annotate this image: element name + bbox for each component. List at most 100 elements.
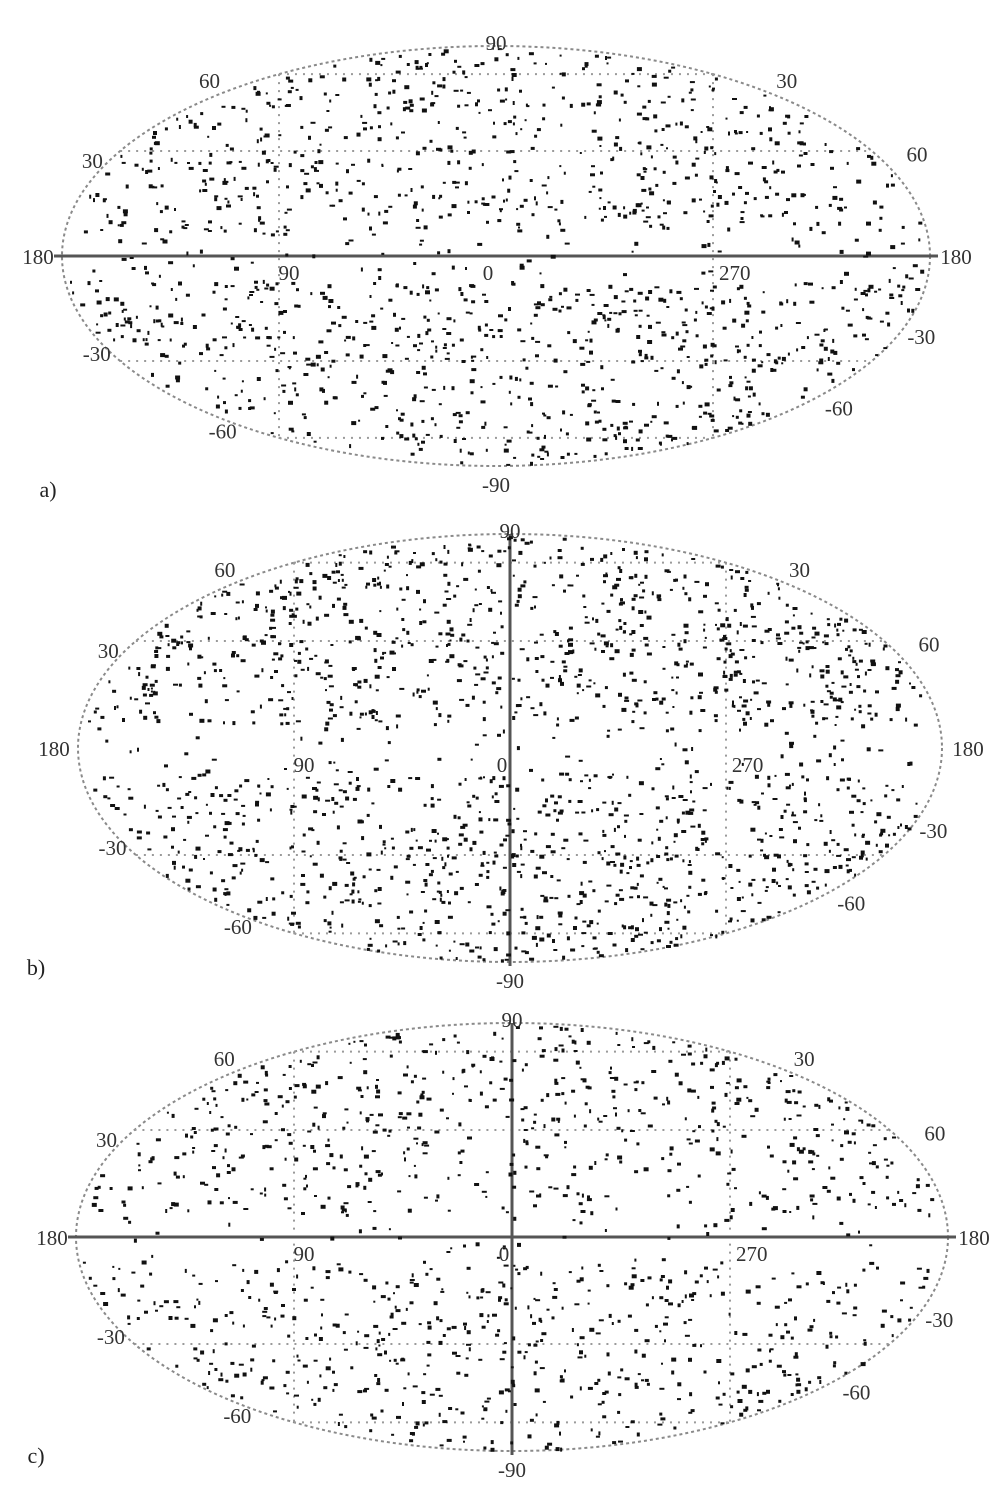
data-point — [600, 557, 604, 562]
data-point — [184, 752, 189, 756]
data-point — [322, 573, 328, 578]
data-point — [380, 656, 384, 660]
data-point — [226, 891, 231, 896]
data-point — [392, 940, 398, 943]
data-point — [389, 1315, 394, 1319]
data-point — [153, 131, 157, 135]
data-point — [265, 159, 269, 164]
data-point — [292, 382, 297, 385]
data-point — [840, 1144, 844, 1148]
data-point — [761, 412, 765, 416]
data-point — [416, 565, 422, 569]
data-point — [289, 846, 292, 850]
data-point — [634, 702, 639, 706]
data-point — [238, 847, 243, 852]
data-point — [485, 448, 488, 452]
data-point — [839, 1221, 844, 1225]
data-point — [396, 409, 398, 412]
data-point — [675, 331, 679, 336]
data-point — [226, 161, 232, 165]
data-point — [161, 325, 165, 328]
data-point — [533, 714, 539, 717]
data-point — [486, 1320, 489, 1323]
data-point — [461, 360, 466, 363]
data-point — [248, 399, 252, 403]
data-point — [220, 1116, 224, 1119]
data-point — [595, 693, 601, 698]
data-point — [695, 139, 698, 144]
data-point — [785, 1090, 791, 1094]
data-point — [521, 1068, 524, 1072]
data-point — [371, 1416, 377, 1420]
data-point — [274, 347, 277, 351]
data-point — [626, 872, 630, 875]
data-point — [405, 830, 410, 834]
data-point — [143, 804, 146, 809]
data-point — [613, 90, 618, 95]
data-point — [435, 944, 438, 947]
data-point — [803, 152, 808, 155]
data-point — [339, 857, 343, 861]
data-point — [477, 99, 480, 103]
data-point — [665, 797, 669, 801]
data-point — [751, 368, 756, 373]
data-point — [342, 842, 347, 845]
data-point — [778, 828, 783, 831]
data-point — [883, 1137, 887, 1141]
data-point — [530, 402, 534, 407]
data-point — [736, 1078, 742, 1083]
data-point — [586, 289, 591, 292]
data-point — [274, 1112, 278, 1115]
data-point — [622, 672, 626, 677]
data-point — [82, 1261, 86, 1264]
data-point — [898, 661, 901, 664]
data-point — [596, 808, 600, 812]
data-point — [376, 1079, 379, 1081]
data-point — [541, 1049, 546, 1053]
data-point — [526, 430, 530, 434]
data-point — [147, 169, 153, 173]
data-point — [814, 333, 820, 336]
data-point — [734, 1187, 737, 1190]
data-point — [281, 891, 285, 895]
data-point — [458, 287, 462, 292]
data-point — [871, 1190, 876, 1194]
data-point — [103, 795, 108, 799]
data-point — [597, 1403, 602, 1406]
data-point — [465, 942, 470, 947]
data-point — [489, 1057, 495, 1061]
data-point — [270, 618, 276, 622]
data-point — [242, 1268, 245, 1272]
data-point — [151, 1254, 154, 1258]
data-point — [322, 1112, 327, 1115]
data-point — [272, 897, 276, 901]
data-point — [871, 1161, 876, 1166]
data-point — [556, 1420, 560, 1425]
data-point — [687, 1044, 692, 1048]
data-point — [643, 636, 649, 640]
data-point — [434, 1130, 440, 1134]
data-point — [205, 343, 209, 348]
longitude-tick-label: 270 — [732, 753, 764, 777]
data-point — [366, 1086, 369, 1090]
data-point — [413, 552, 416, 554]
data-point — [249, 294, 253, 296]
data-point — [683, 574, 687, 579]
data-point — [482, 1054, 487, 1058]
data-point — [131, 267, 136, 270]
data-point — [500, 611, 502, 615]
data-point — [728, 864, 733, 868]
latitude-label: 60 — [199, 69, 220, 93]
data-point — [869, 1261, 875, 1265]
data-point — [607, 201, 611, 204]
data-point — [385, 1281, 389, 1285]
data-point — [237, 195, 243, 198]
data-point — [315, 1084, 321, 1089]
data-point — [845, 309, 850, 312]
data-point — [700, 838, 705, 841]
data-point — [898, 294, 903, 298]
data-point — [319, 387, 324, 392]
data-point — [536, 1167, 541, 1171]
data-point — [404, 1157, 406, 1162]
data-point — [530, 322, 533, 325]
